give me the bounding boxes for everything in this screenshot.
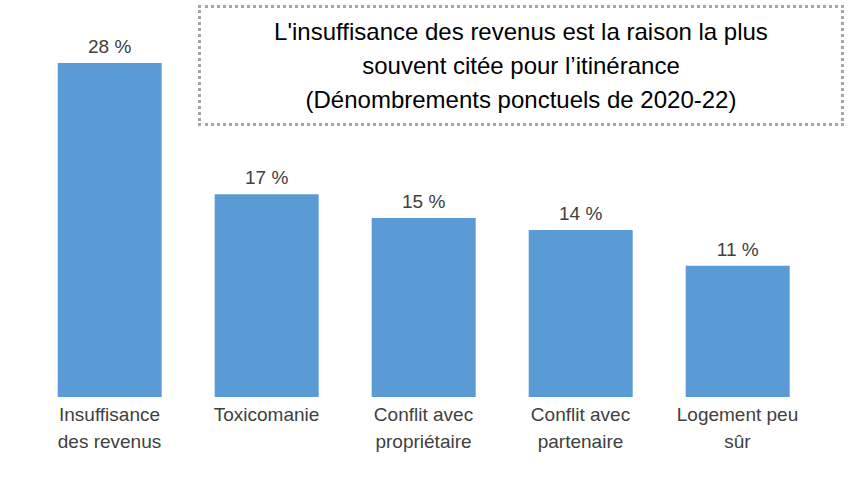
- html-text:(Dénombrements ponctuels de 20: (Dénombrements ponctuels de 2020-22): [305, 85, 737, 113]
- svg-text:Conflit avecpartenaire: Conflit avecpartenaire: [531, 404, 630, 452]
- svg-text:28 %: 28 %: [88, 36, 131, 57]
- svg-text:15 %: 15 %: [402, 191, 445, 212]
- html-text:L'insuffisance des revenus est: L'insuffisance des revenus est la raison…: [274, 17, 768, 79]
- svg-text:11 %: 11 %: [717, 239, 759, 260]
- svg-text:Logement peusûr: Logement peusûr: [677, 404, 799, 452]
- svg-text:Toxicomanie: Toxicomanie: [214, 404, 320, 425]
- svg-text:Conflit avecpropriétaire: Conflit avecpropriétaire: [374, 404, 473, 452]
- svg-text:17 %: 17 %: [245, 167, 288, 188]
- svg-text:Insuffisancedes revenus: Insuffisancedes revenus: [58, 404, 162, 452]
- svg-text:14 %: 14 %: [559, 203, 602, 224]
